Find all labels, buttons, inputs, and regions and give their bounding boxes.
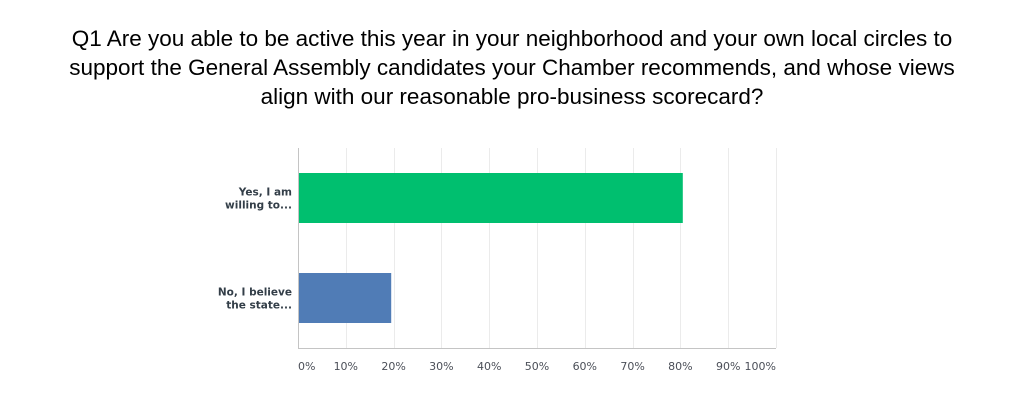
x-tick-label: 100% <box>745 360 776 373</box>
category-label: No, I believe <box>218 287 292 299</box>
bar <box>299 173 683 223</box>
x-tick-label: 70% <box>620 360 644 373</box>
x-tick-label: 10% <box>334 360 358 373</box>
chart-title-line-2: support the General Assembly candidates … <box>69 55 955 80</box>
x-tick-label: 60% <box>573 360 597 373</box>
x-tick-label: 50% <box>525 360 549 373</box>
x-tick-label: 30% <box>429 360 453 373</box>
category-label: the state... <box>226 300 292 312</box>
chart-title-line-3: align with our reasonable pro-business s… <box>260 84 764 109</box>
x-tick-label: 0% <box>298 360 315 373</box>
x-tick-label: 80% <box>668 360 692 373</box>
category-label: Yes, I am <box>238 187 292 199</box>
chart-title-line-1: Q1 Are you able to be active this year i… <box>71 26 953 51</box>
bar <box>299 273 392 323</box>
x-tick-label: 40% <box>477 360 501 373</box>
category-label: willing to... <box>225 200 292 212</box>
chart-title: Q1 Are you able to be active this year i… <box>20 24 1004 111</box>
x-tick-label: 20% <box>381 360 405 373</box>
x-tick-label: 90% <box>716 360 740 373</box>
